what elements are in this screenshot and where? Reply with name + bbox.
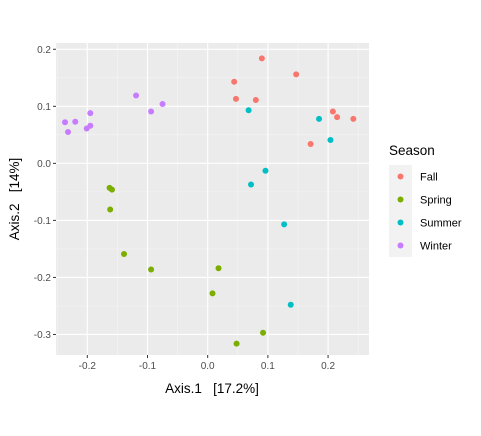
point-spring xyxy=(108,186,115,193)
legend-label-summer: Summer xyxy=(420,218,462,230)
point-winter xyxy=(148,108,155,115)
point-fall xyxy=(252,97,259,104)
legend-items: Fall Spring Summer Winter xyxy=(389,165,462,257)
point-winter xyxy=(65,128,72,135)
legend: Season Fall Spring Summer Winter xyxy=(389,143,462,257)
point-spring xyxy=(260,329,267,336)
major-grid xyxy=(56,43,369,355)
x-tick-label: -0.1 xyxy=(139,361,157,372)
point-fall xyxy=(293,71,300,78)
point-summer xyxy=(262,167,269,174)
y-tick-label: -0.1 xyxy=(34,216,52,227)
legend-swatch-spring xyxy=(397,196,404,203)
y-axis-title: Axis.2 [14%] xyxy=(7,158,22,241)
point-summer xyxy=(287,301,294,308)
data-points xyxy=(62,55,357,347)
point-fall xyxy=(329,108,336,115)
point-spring xyxy=(209,290,216,297)
y-tick-label: -0.3 xyxy=(34,330,52,341)
x-axis-ticks: -0.2 -0.1 0.0 0.1 0.2 xyxy=(79,355,335,372)
x-axis-title: Axis.1 [17.2%] xyxy=(165,381,259,396)
point-fall xyxy=(334,114,341,121)
point-winter xyxy=(87,110,94,117)
y-tick-label: -0.2 xyxy=(34,273,52,284)
legend-title: Season xyxy=(389,143,435,158)
y-tick-label: 0.1 xyxy=(37,102,51,113)
point-spring xyxy=(107,206,114,213)
plot-panel xyxy=(56,43,369,355)
point-summer xyxy=(248,181,255,188)
point-winter xyxy=(133,92,140,99)
point-winter xyxy=(72,118,79,125)
point-summer xyxy=(245,107,252,114)
point-winter xyxy=(83,125,90,132)
x-tick-label: 0.0 xyxy=(201,361,215,372)
y-tick-label: 0.0 xyxy=(37,159,51,170)
point-summer xyxy=(316,115,323,122)
point-fall xyxy=(258,55,265,62)
point-summer xyxy=(327,136,334,143)
point-fall xyxy=(350,115,357,122)
x-tick-label: 0.2 xyxy=(321,361,335,372)
y-tick-label: 0.2 xyxy=(37,45,51,56)
y-axis-ticks: -0.3 -0.2 -0.1 0.0 0.1 0.2 xyxy=(34,45,56,341)
legend-label-fall: Fall xyxy=(420,172,438,184)
minor-grid xyxy=(56,43,369,355)
legend-label-winter: Winter xyxy=(420,241,452,253)
legend-swatch-winter xyxy=(397,242,404,249)
point-summer xyxy=(281,221,288,228)
point-fall xyxy=(307,140,314,147)
legend-swatch-fall xyxy=(397,173,404,180)
point-fall xyxy=(231,78,238,85)
legend-swatch-summer xyxy=(397,219,404,226)
point-winter xyxy=(62,119,69,126)
point-spring xyxy=(148,266,155,273)
point-spring xyxy=(215,265,222,272)
x-tick-label: 0.1 xyxy=(261,361,275,372)
point-fall xyxy=(232,95,239,102)
x-tick-label: -0.2 xyxy=(79,361,97,372)
legend-label-spring: Spring xyxy=(420,195,452,207)
point-winter xyxy=(159,101,166,108)
point-spring xyxy=(233,340,240,347)
point-spring xyxy=(121,251,128,258)
